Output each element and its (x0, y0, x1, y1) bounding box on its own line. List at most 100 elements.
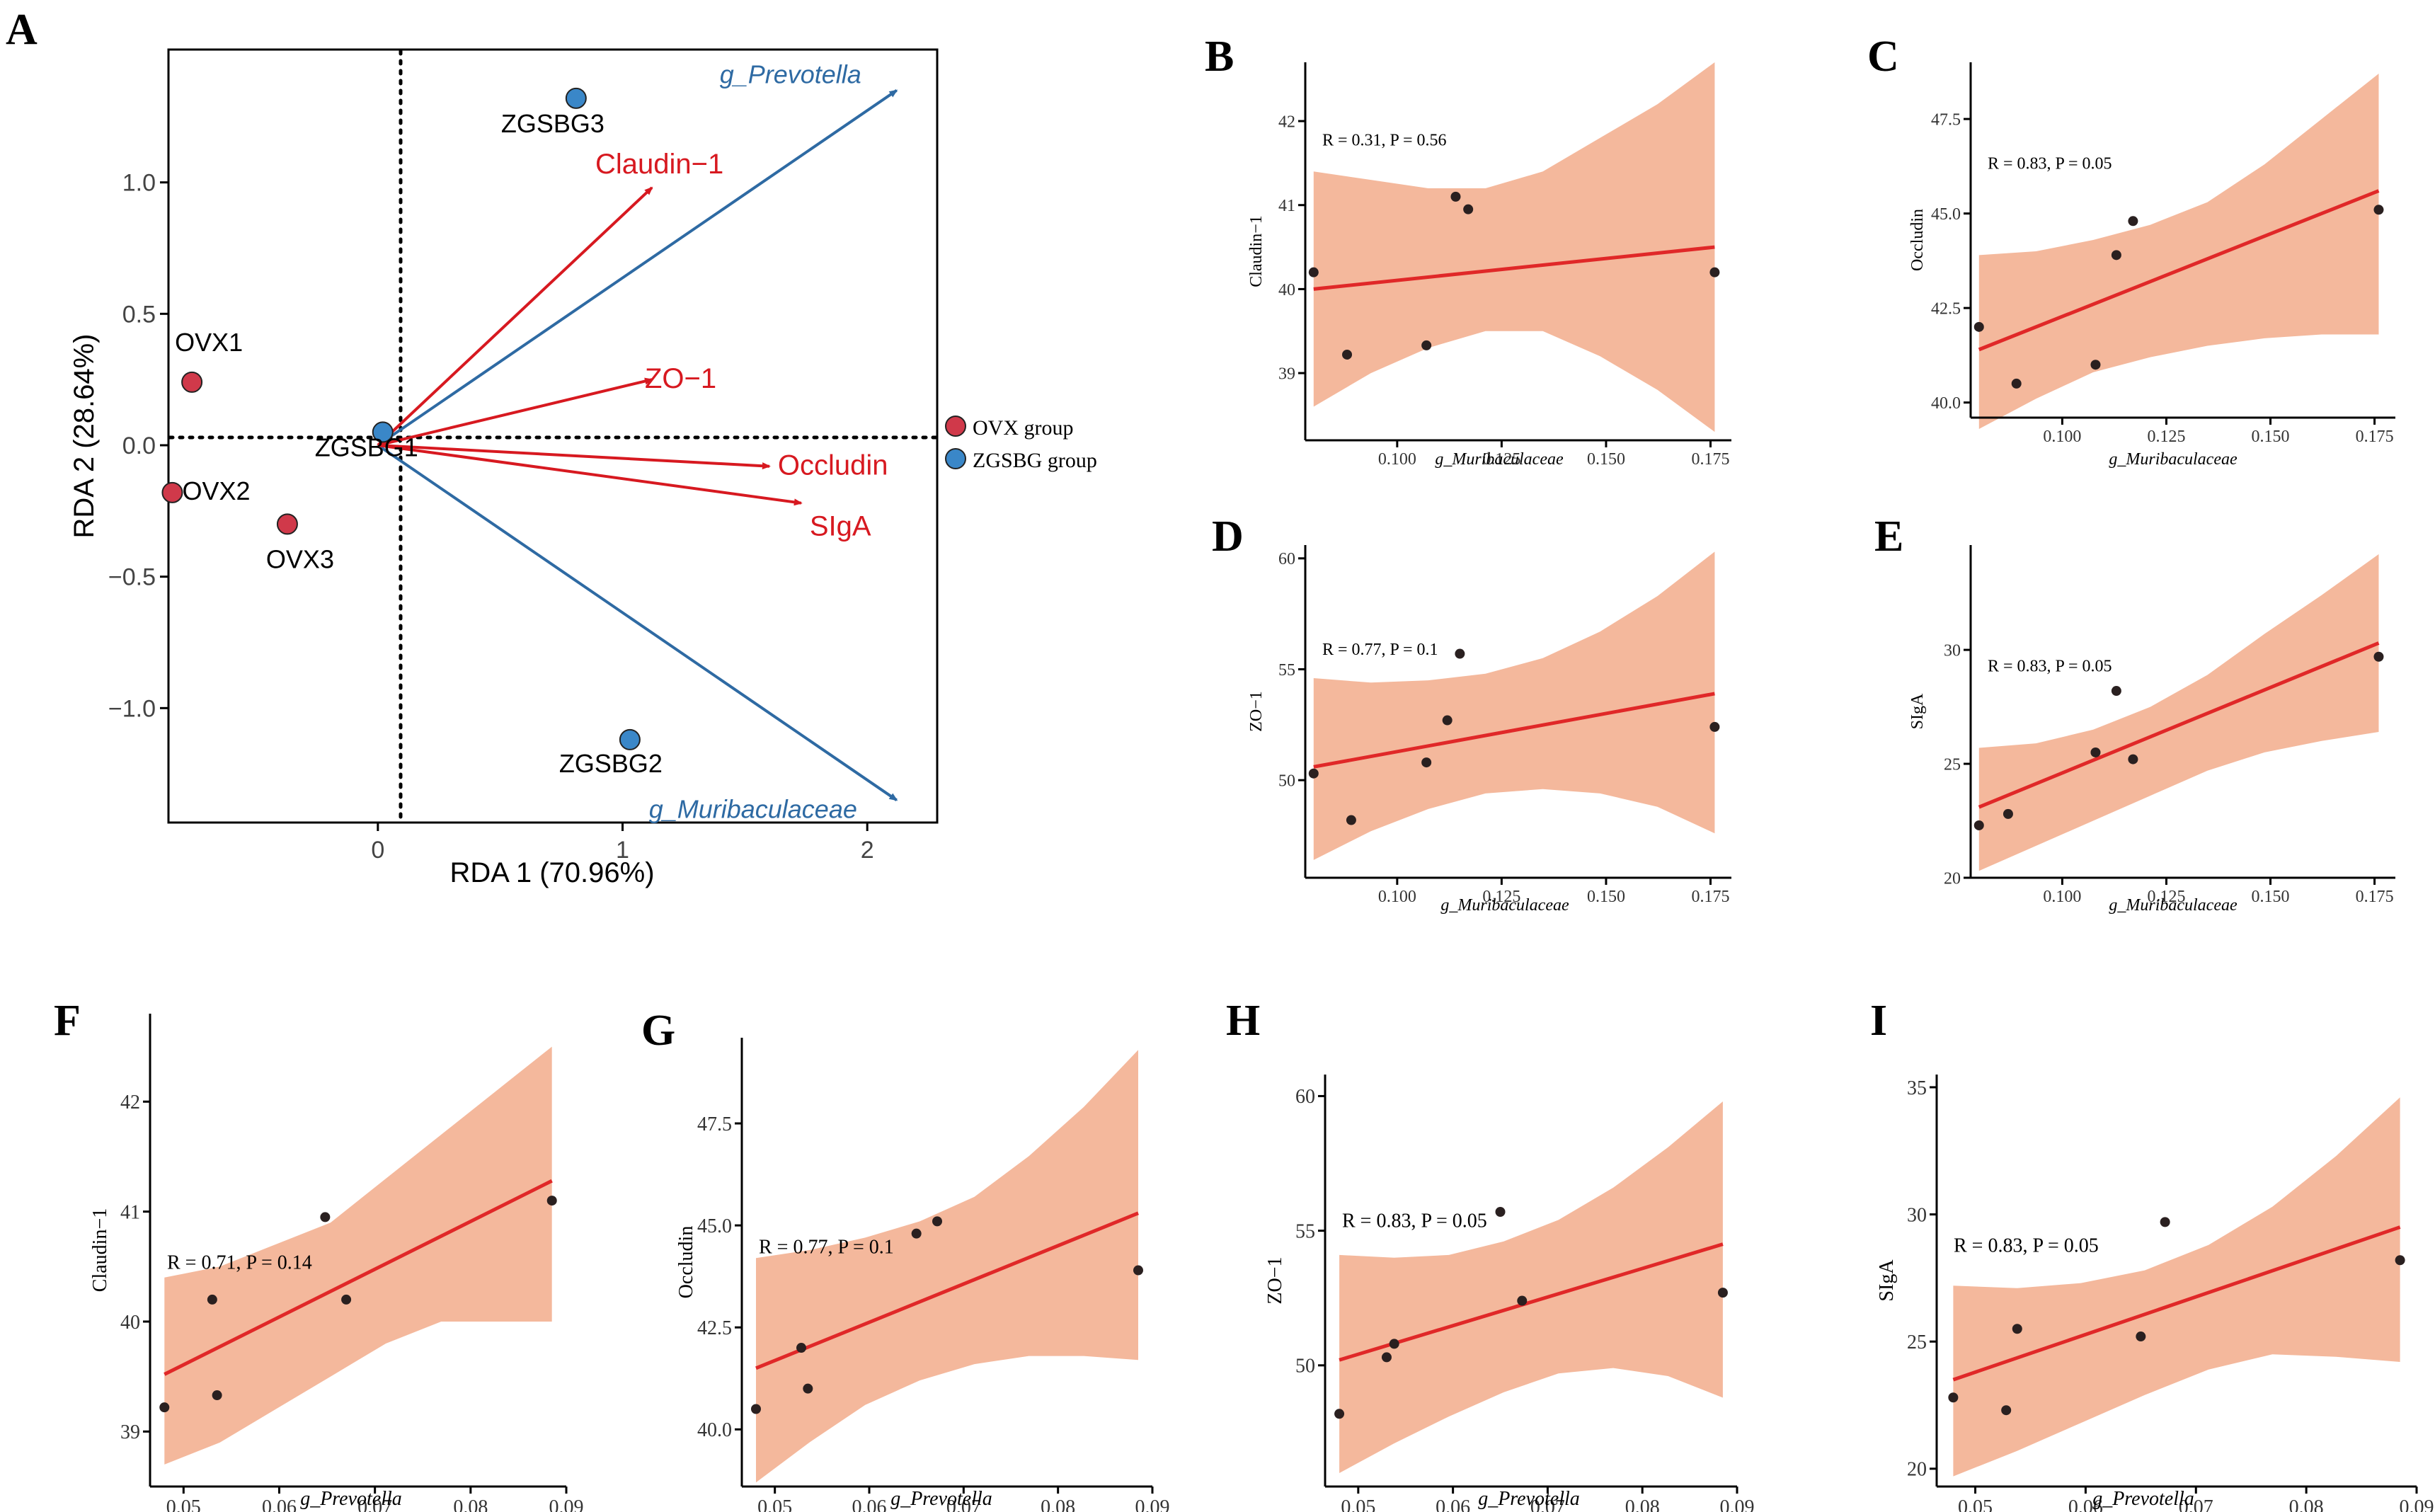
data-point (2128, 754, 2138, 764)
correlation-panel-d: 0.100 0.125 0.150 0.175 50 55 60 g_Muribaculace… (1247, 545, 1731, 915)
rda-plot-frame (167, 48, 939, 824)
rda-x-axis-title: RDA 1 (70.96%) (449, 857, 654, 888)
data-point (1717, 1288, 1728, 1298)
rda-y-tick-label: 0.0 (122, 433, 156, 459)
x-tick-label: 0.175 (2356, 428, 2394, 446)
x-tick-label: 0.150 (2252, 888, 2290, 906)
y-tick-label: 42 (1278, 113, 1295, 131)
y-tick-label: 30 (1907, 1204, 1927, 1226)
data-point (1709, 267, 1720, 277)
y-tick-label: 39 (120, 1421, 140, 1443)
x-tick-label: 0.06 (852, 1496, 887, 1512)
y-tick-label: 39 (1278, 365, 1295, 383)
x-tick-label: 0.08 (1041, 1496, 1075, 1512)
data-point (1133, 1265, 1143, 1276)
env-arrow-label: SIgA (810, 511, 871, 542)
y-tick-label: 20 (1907, 1459, 1927, 1481)
y-tick-label: 47.5 (1931, 111, 1961, 130)
sample-point (619, 728, 641, 750)
x-tick-label: 0.09 (549, 1496, 584, 1512)
x-tick-label: 0.08 (453, 1496, 488, 1512)
y-tick-label: 20 (1944, 869, 1961, 888)
x-axis-title: g_Muribaculaceae (2109, 450, 2238, 469)
data-point (1463, 204, 1474, 214)
confidence-band (1978, 74, 2379, 429)
correlation-annotation: R = 0.83, P = 0.05 (1342, 1210, 1487, 1232)
data-point (2011, 378, 2022, 389)
x-axis-title: g_Muribaculaceae (1435, 450, 1564, 469)
correlation-panel-f: 0.05 0.06 0.07 0.08 0.09 39 40 41 42 g_Prevotella… (89, 1014, 584, 1512)
x-tick-label: 0.175 (1691, 888, 1729, 906)
rda-x-tick-label: 0 (371, 837, 384, 864)
y-tick-label: 45.0 (697, 1215, 732, 1237)
x-axis-title: g_Prevotella (1478, 1488, 1580, 1510)
data-point (2090, 360, 2101, 370)
sample-label: OVX3 (266, 544, 334, 573)
correlation-annotation: R = 0.31, P = 0.56 (1322, 131, 1447, 149)
x-axis-title: g_Muribaculaceae (1440, 896, 1569, 915)
confidence-band (1953, 1097, 2400, 1477)
correlation-panel-b: 0.100 0.125 0.150 0.175 39 40 41 42 g_Muribacula… (1247, 62, 1731, 469)
regression-line (1339, 1242, 1724, 1362)
data-point (1308, 267, 1319, 277)
y-tick-label: 42.5 (1931, 300, 1961, 319)
legend-zgsbg-label: ZGSBG group (973, 449, 1097, 472)
rda-y-tick-label: 1.0 (122, 170, 156, 197)
sample-point (161, 481, 183, 503)
x-tick-label: 0.150 (1587, 888, 1625, 906)
x-tick-label: 0.150 (2252, 428, 2290, 446)
species-arrow-label: g_Prevotella (720, 60, 861, 89)
sample-point (276, 513, 298, 535)
y-axis-title: SIgA (1876, 1259, 1898, 1302)
data-point (751, 1404, 761, 1414)
regression-line (164, 1179, 553, 1376)
rda-y-axis-title: RDA 2 (28.64%) (69, 333, 100, 538)
legend-ovx-marker (945, 416, 966, 437)
y-tick-label: 40.0 (1931, 394, 1961, 413)
x-tick-label: 0.06 (262, 1496, 297, 1512)
x-tick-label: 0.09 (2400, 1496, 2434, 1512)
sample-label: ZGSBG1 (315, 433, 418, 462)
x-axis-title: g_Prevotella (890, 1488, 992, 1510)
y-tick-label: 25 (1944, 755, 1961, 774)
env-arrow-label: Claudin−1 (595, 149, 723, 180)
env-arrow-label: Occludin (778, 450, 888, 481)
data-point (1948, 1392, 1959, 1403)
panel-letter-f: F (54, 997, 81, 1045)
x-tick-label: 0.09 (1720, 1496, 1755, 1512)
panel-letter-b: B (1205, 33, 1234, 81)
correlation-annotation: R = 0.77, P = 0.1 (1322, 641, 1438, 659)
x-tick-label: 0.07 (946, 1496, 981, 1512)
sample-label: ZGSBG3 (501, 109, 605, 138)
correlation-annotation: R = 0.83, P = 0.05 (1954, 1235, 2099, 1256)
rda-sample-points: OVX1 OVX2 OVX3 ZGSBG1 ZGSBG2 ZGSBG3 (161, 87, 663, 778)
data-point (1973, 321, 1984, 332)
x-tick-label: 0.100 (1378, 888, 1416, 906)
data-point (1334, 1409, 1345, 1419)
y-axis-title: Claudin−1 (89, 1208, 111, 1292)
data-point (1346, 815, 1356, 825)
x-tick-label: 0.05 (166, 1496, 201, 1512)
correlation-annotation: R = 0.71, P = 0.14 (167, 1252, 312, 1274)
data-point (2160, 1217, 2170, 1227)
x-tick-label: 0.175 (2356, 888, 2394, 906)
x-tick-label: 0.100 (2043, 428, 2081, 446)
env-arrow (377, 443, 771, 470)
confidence-band (1978, 554, 2379, 871)
y-tick-label: 50 (1295, 1356, 1315, 1378)
y-tick-label: 41 (1278, 197, 1295, 215)
data-point (320, 1212, 331, 1222)
y-tick-label: 35 (1907, 1077, 1927, 1099)
data-point (1495, 1207, 1506, 1217)
y-tick-label: 47.5 (697, 1113, 732, 1135)
sample-label: OVX2 (182, 476, 250, 505)
panel-letter-e: E (1874, 512, 1903, 561)
x-tick-label: 0.125 (2147, 428, 2185, 446)
y-tick-label: 25 (1907, 1331, 1927, 1353)
y-tick-label: 45.0 (1931, 205, 1961, 224)
regression-line (1978, 189, 2380, 352)
data-point (1421, 340, 1432, 350)
rda-biplot: 0 1 2 1.0 0.5 0.0 −0.5 −1.0 g_Prevotella g_Murib… (69, 48, 1097, 888)
correlation-panel-h: 0.05 0.06 0.07 0.08 0.09 50 55 60 g_Prevotella ZO… (1264, 1075, 1755, 1512)
